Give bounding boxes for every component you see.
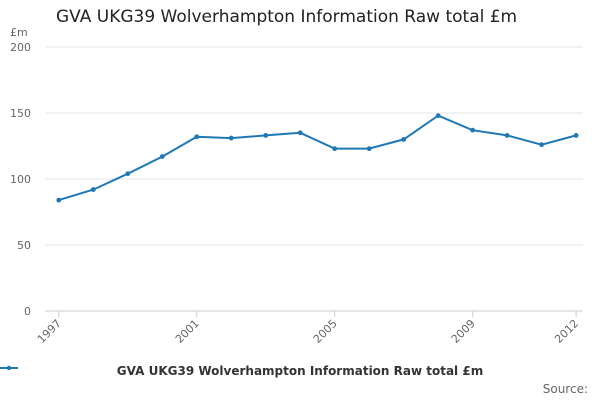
- x-tick-label: 1997: [35, 317, 64, 346]
- data-point[interactable]: [366, 146, 372, 152]
- data-point[interactable]: [263, 133, 269, 138]
- data-point[interactable]: [401, 137, 407, 142]
- legend-label: GVA UKG39 Wolverhampton Information Raw …: [116, 364, 484, 378]
- x-tick-label: 2009: [449, 317, 478, 346]
- data-point[interactable]: [90, 187, 96, 192]
- data-point[interactable]: [297, 130, 303, 136]
- y-tick-label: 50: [17, 239, 31, 252]
- data-point[interactable]: [125, 171, 131, 177]
- data-point[interactable]: [504, 133, 510, 138]
- data-point[interactable]: [332, 146, 338, 152]
- data-point[interactable]: [539, 142, 545, 148]
- chart-title: GVA UKG39 Wolverhampton Information Raw …: [56, 7, 518, 27]
- data-point[interactable]: [228, 135, 234, 141]
- y-tick-label: 150: [10, 107, 31, 120]
- data-point[interactable]: [470, 127, 476, 133]
- x-tick-label: 2005: [311, 317, 340, 346]
- source-label: Source:: [542, 382, 588, 396]
- legend-swatch: [0, 365, 18, 371]
- data-point[interactable]: [194, 134, 200, 140]
- y-axis: 0 50 100 150 200 £m: [10, 26, 31, 318]
- series-layer: [56, 113, 579, 203]
- grid-lines: [45, 46, 583, 312]
- legend[interactable]: GVA UKG39 Wolverhampton Information Raw …: [0, 364, 600, 378]
- y-tick-label: 100: [10, 173, 31, 186]
- y-tick-label: 200: [10, 41, 31, 54]
- y-tick-label: 0: [24, 305, 31, 318]
- data-point[interactable]: [56, 197, 62, 203]
- y-axis-unit: £m: [10, 26, 28, 39]
- data-point[interactable]: [159, 154, 165, 159]
- x-tick-label: 2012: [552, 317, 581, 346]
- data-point[interactable]: [435, 113, 441, 119]
- data-point[interactable]: [573, 133, 579, 138]
- x-tick-label: 2001: [173, 317, 202, 346]
- x-axis: 1997 2001 2005 2009 2012: [35, 311, 581, 346]
- series-line: [58, 114, 577, 202]
